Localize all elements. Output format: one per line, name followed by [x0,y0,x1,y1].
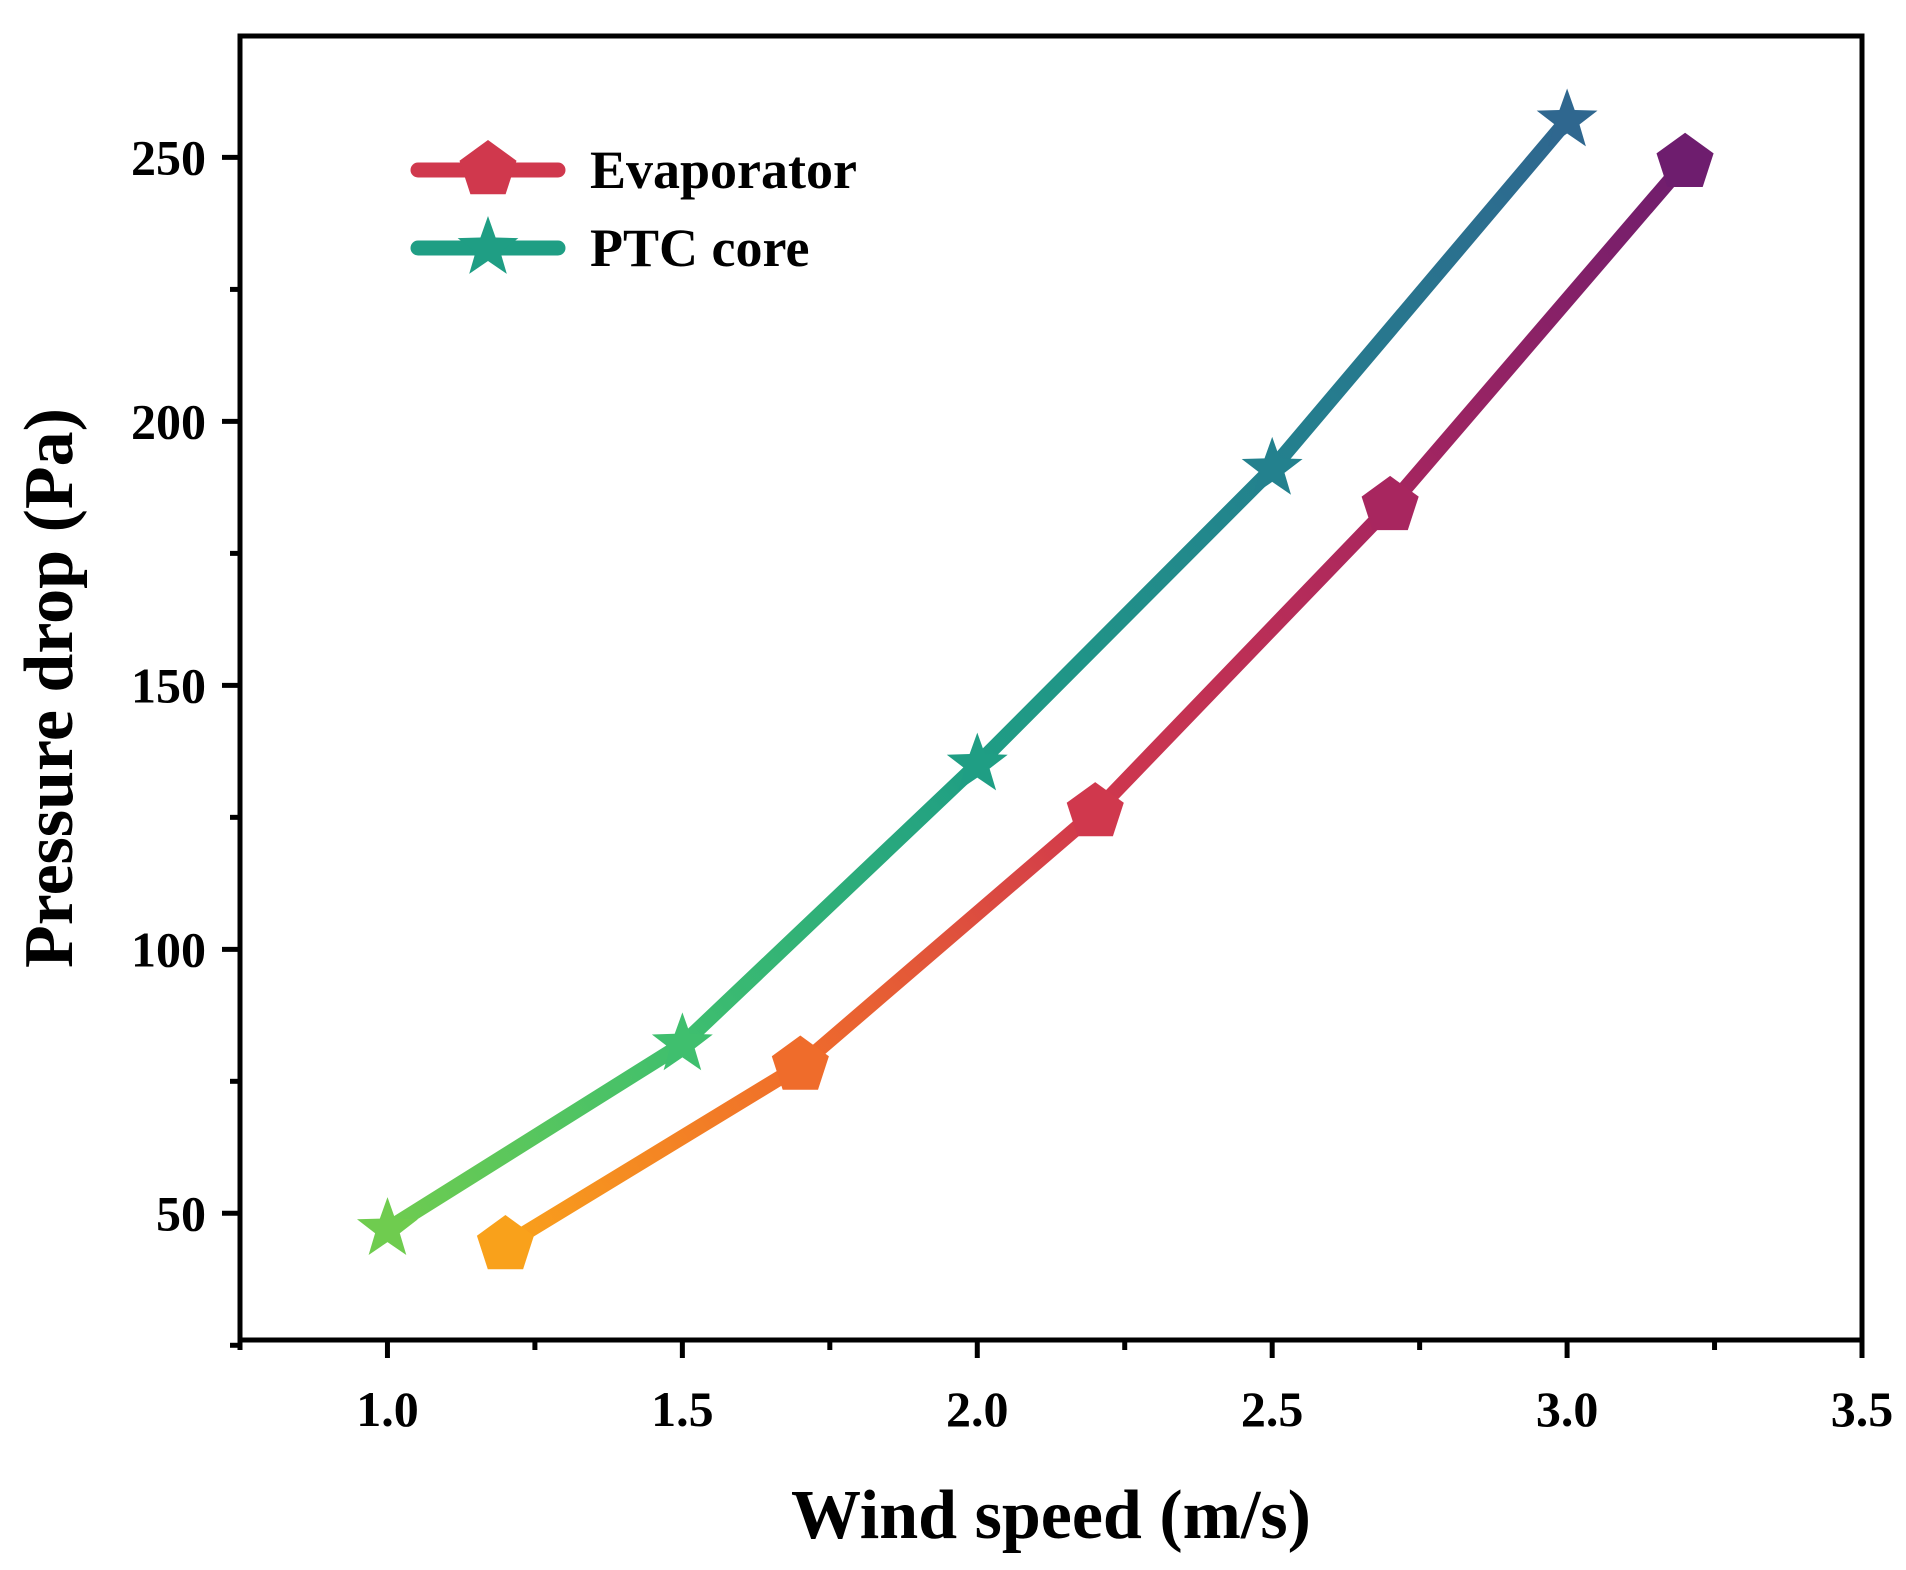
evaporator-line-segment [497,1057,808,1253]
y-tick-label: 100 [131,921,206,977]
axis-ticks: 1.0 1.5 2.0 2.5 3.0 3.5 50 100 150 200 250 [131,129,1893,1437]
y-tick-label: 250 [131,129,206,185]
plot-frame [237,33,1865,1343]
evaporator-point [1656,132,1714,187]
x-tick-label: 2.0 [946,1381,1009,1437]
evaporator-line-segment [792,804,1103,1073]
legend-marker-ptc-core [457,216,519,274]
evaporator-point [476,1215,534,1270]
legend-label-evaporator: Evaporator [590,140,857,200]
ptc-core-point [1241,436,1303,495]
evaporator-line-segment [1087,498,1398,820]
evaporator-point [771,1035,829,1090]
y-tick-label: 50 [156,1185,206,1241]
x-tick-label: 3.0 [1536,1381,1599,1437]
ptc-core-point [357,1197,418,1255]
legend-label-ptc-core: PTC core [590,218,809,278]
evaporator-point [1066,782,1124,837]
ptc-core-point [1536,88,1598,147]
x-tick-label: 2.5 [1241,1381,1304,1437]
ptc-core-point [651,1012,713,1071]
x-tick-label: 3.5 [1831,1381,1894,1437]
x-tick-label: 1.0 [356,1381,419,1437]
ptc-core-line-segment [1264,112,1575,477]
legend: Evaporator PTC core [410,140,857,278]
ptc-core-line-segment [969,461,1280,773]
ptc-core-point [946,732,1008,791]
y-axis-title: Pressure drop (Pa) [11,408,88,968]
y-tick-label: 150 [131,657,206,713]
legend-marker-evaporator [459,140,517,195]
ptc-core-line-segment [379,1036,690,1237]
ptc-core-line-segment [674,757,985,1052]
x-axis-title: Wind speed (m/s) [791,1477,1311,1554]
evaporator-point [1361,475,1419,531]
evaporator-line-segment [1382,155,1693,514]
x-tick-label: 1.5 [651,1381,714,1437]
series-layer [357,88,1714,1270]
y-tick-label: 200 [131,393,206,449]
